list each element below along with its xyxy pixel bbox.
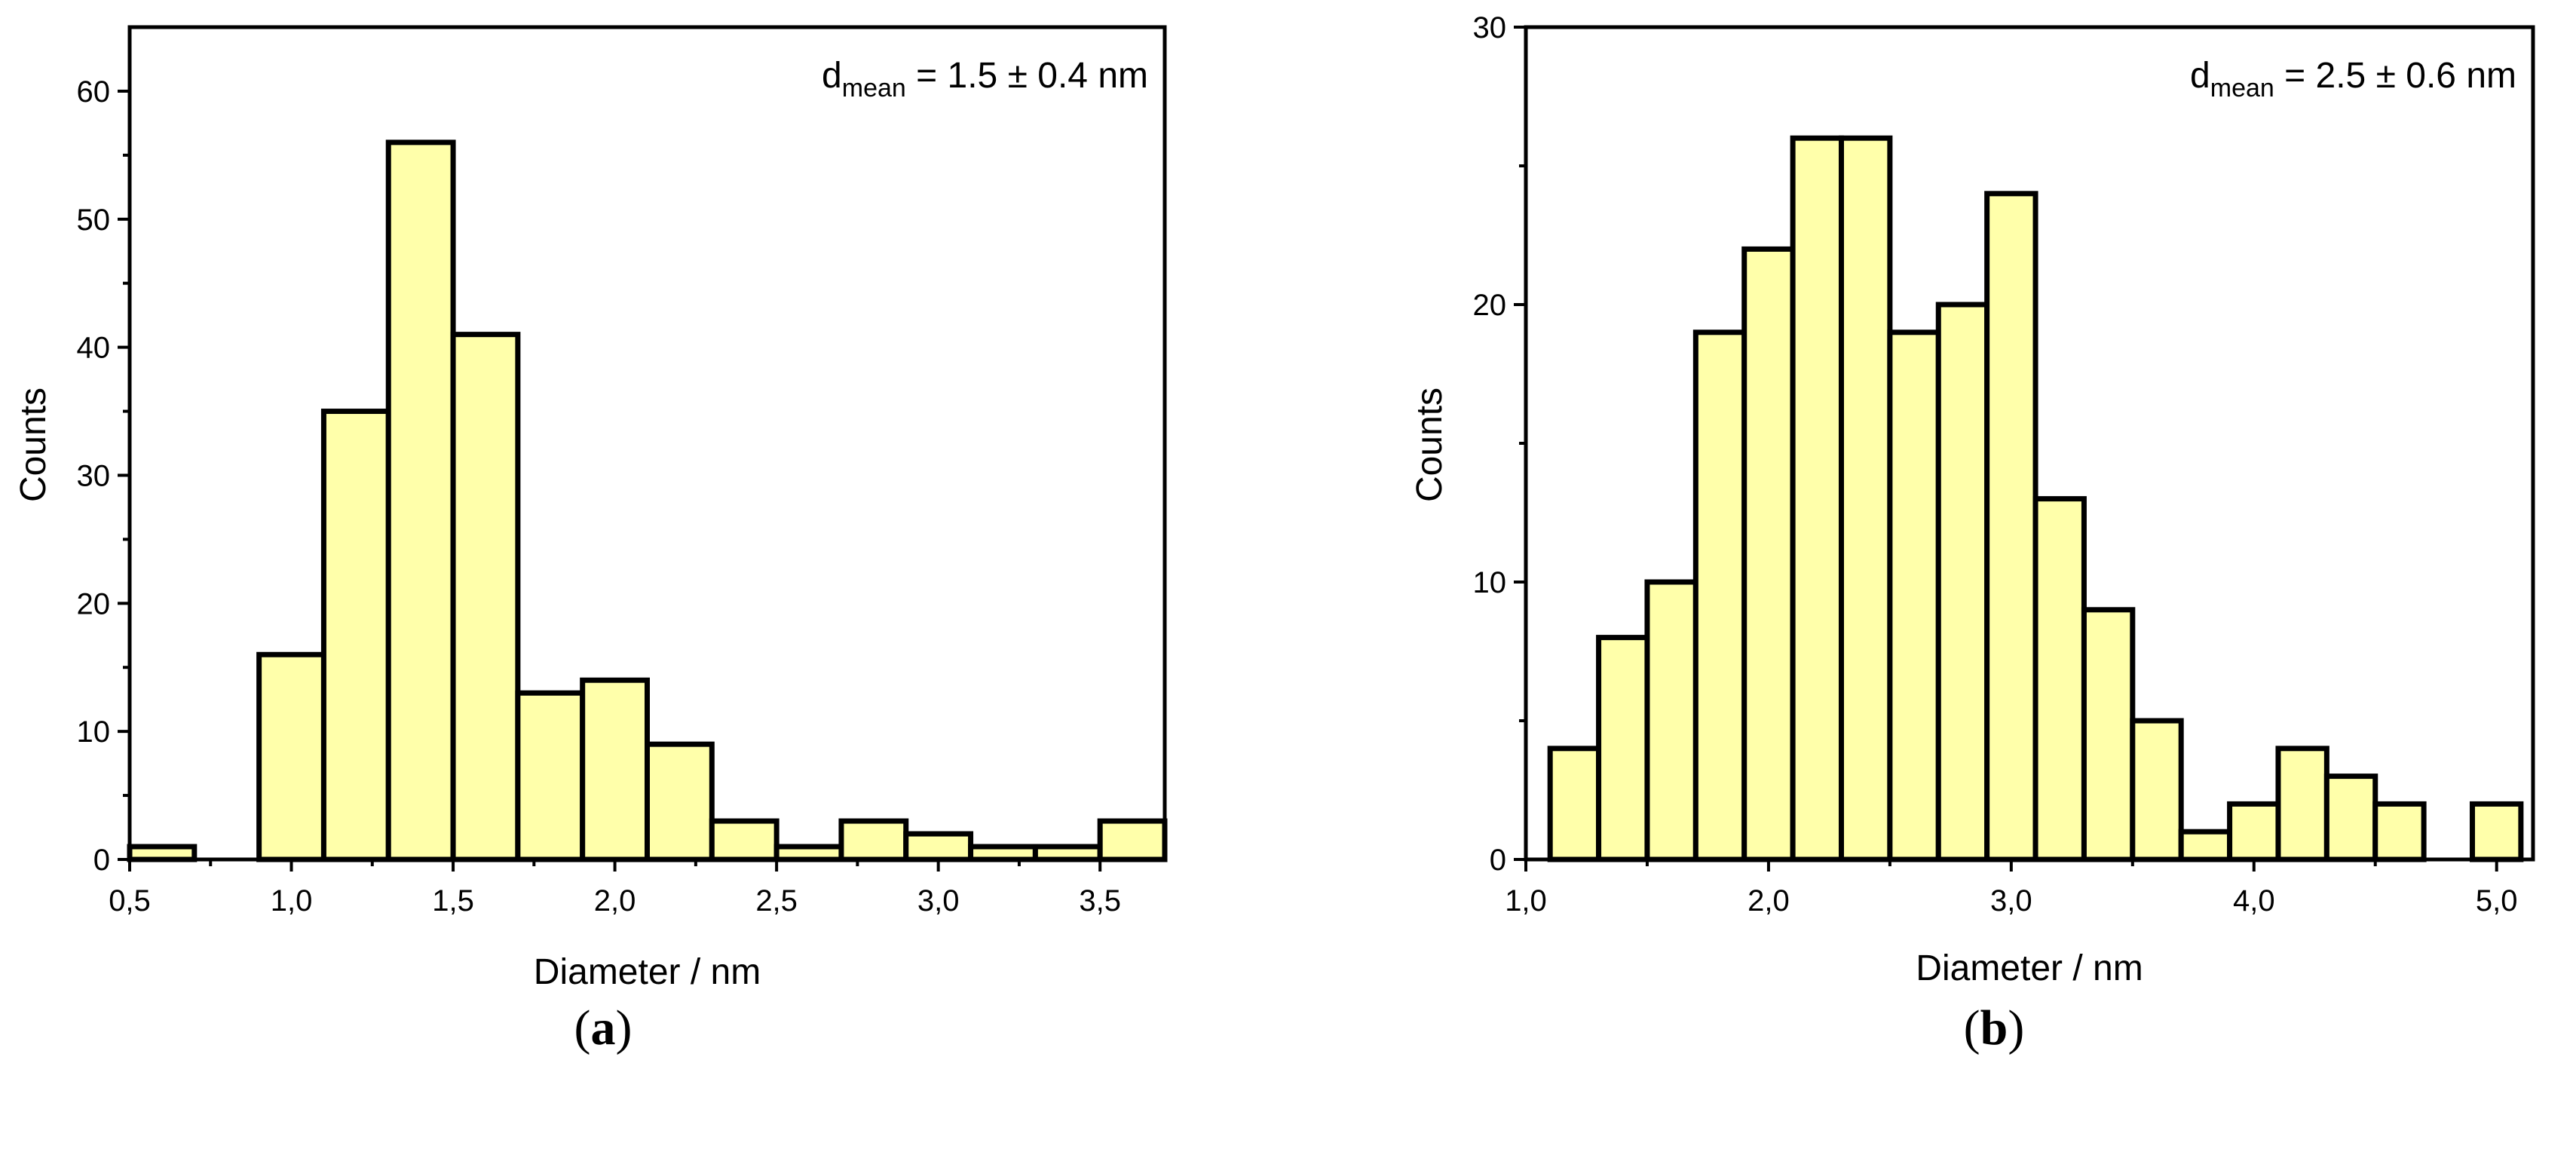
histogram-bar [320,409,391,862]
y-tick-label: 60 [77,75,111,109]
histogram-bar [1547,746,1602,862]
x-tick-label: 3,0 [917,884,960,918]
histogram-bar [773,844,844,862]
panel-label-close-paren: ) [616,1000,633,1055]
panel-label-letter: a [591,1000,616,1055]
histogram-bar [256,651,326,862]
annotation-subscript: mean [842,74,906,103]
x-tick-label: 1,5 [432,884,474,918]
annotation-subscript: mean [2210,74,2274,103]
y-tick-label: 30 [1473,11,1507,44]
y-axis-label: Counts [1410,388,1450,502]
histogram-bar [1097,818,1168,862]
x-tick-label: 2,0 [1747,884,1790,918]
histogram-bar [2130,718,2184,862]
histogram-bar [2275,746,2329,862]
histogram-bar [1644,579,1698,862]
plot-frame [127,25,1167,862]
annotation-value: = 2.5 ± 0.6 nm [2274,56,2516,96]
histogram-bar [645,741,715,862]
y-tick-label: 40 [77,332,111,365]
y-tick-label: 10 [77,715,111,749]
histogram-bar [2178,829,2233,862]
histogram-panel-a: 0 10 20 30 40 50 60 0,5 1,0 1,5 2,0 2,5 3,0 3,5 Diamet… [14,25,1168,1055]
histogram-bar [2227,801,2281,862]
x-tick-label: 2,5 [755,884,798,918]
panel-label-open-paren: ( [574,1000,591,1055]
histogram-bar [2032,496,2087,862]
histogram-bar [580,677,650,862]
x-tick-label: 3,5 [1079,884,1121,918]
x-tick-label: 4,0 [2233,884,2275,918]
annotation-value: = 1.5 ± 0.4 nm [906,56,1148,96]
histogram-bar [385,139,456,862]
panel-label: (b) [1964,1000,2025,1055]
histogram-bar [2470,801,2524,862]
histogram-bar [1790,135,1845,862]
y-tick-label: 20 [77,587,111,620]
y-tick-label: 30 [77,459,111,492]
x-tick-label: 2,0 [594,884,636,918]
panel-label-letter: b [1980,1000,2008,1055]
x-tick-label: 1,0 [1505,884,1547,918]
histogram-bar [1692,329,1747,862]
y-tick-label: 0 [1490,844,1506,877]
x-axis-label: Diameter / nm [534,952,761,992]
histogram-bar [1741,246,1796,862]
y-tick-label: 50 [77,204,111,237]
histogram-bar [709,818,780,862]
histogram-bar [1839,135,1893,862]
histogram-panel-b: 0 10 20 30 1,0 2,0 3,0 4,0 5,0 Diameter / nm Count… [1410,11,2535,1055]
mean-diameter-annotation: dmean = 2.5 ± 0.6 nm [2190,56,2516,103]
panel-label: (a) [574,1000,633,1055]
x-tick-label: 0,5 [109,884,151,918]
histogram-bar [1596,635,1650,862]
histogram-bar [1887,329,1941,862]
y-tick-label: 20 [1473,289,1507,322]
histogram-bar [1032,844,1103,862]
y-tick-label: 0 [93,844,110,877]
y-axis-label: Counts [14,388,54,502]
histogram-bar [2372,801,2427,862]
histogram-bar [450,332,521,862]
panel-label-open-paren: ( [1964,1000,1980,1055]
histogram-bar [2323,774,2378,862]
histogram-bar [1984,191,2038,862]
x-axis-label: Diameter / nm [1916,948,2143,988]
annotation-symbol: d [2190,56,2210,96]
x-tick-label: 5,0 [2476,884,2518,918]
annotation-symbol: d [822,56,842,96]
histogram-bar [515,690,586,862]
y-tick-label: 10 [1473,566,1507,599]
histogram-bar [1935,302,1990,862]
x-tick-label: 1,0 [271,884,313,918]
histogram-bar [903,831,974,862]
mean-diameter-annotation: dmean = 1.5 ± 0.4 nm [822,56,1148,103]
panel-label-close-paren: ) [2008,1000,2024,1055]
histogram-bar [2081,607,2136,862]
histogram-bar [838,818,909,862]
histogram-bar [127,844,198,862]
histogram-bar [968,844,1038,862]
x-tick-label: 3,0 [1990,884,2032,918]
